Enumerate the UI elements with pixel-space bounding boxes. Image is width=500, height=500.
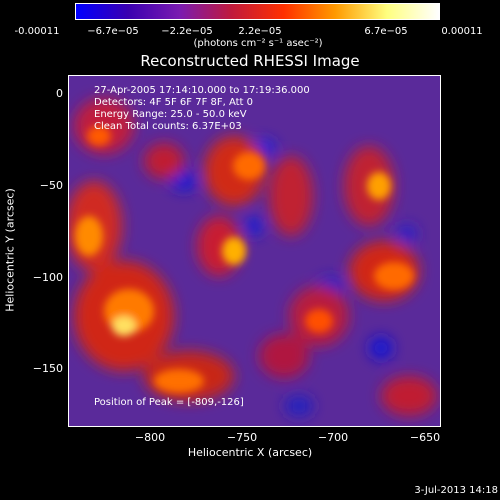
- y-tick-label: −100: [32, 271, 63, 284]
- x-tick-label: −750: [226, 431, 258, 444]
- peak-position-text: Position of Peak = [-809,-126]: [94, 397, 244, 408]
- time-range-text: 27-Apr-2005 17:14:10.000 to 17:19:36.000: [94, 85, 310, 96]
- y-tick-label: −50: [39, 179, 63, 192]
- clean-counts-text: Clean Total counts: 6.37E+03: [94, 121, 242, 132]
- x-axis-label: Heliocentric X (arcsec): [187, 446, 313, 459]
- colorbar: [75, 3, 440, 20]
- x-tick-label: −700: [317, 431, 349, 444]
- x-tick-label: −800: [134, 431, 166, 444]
- energy-range-text: Energy Range: 25.0 - 50.0 keV: [94, 109, 247, 120]
- x-tick-label: −650: [409, 431, 441, 444]
- colorbar-tick: -0.00011: [14, 26, 60, 37]
- y-tick-label: 0: [56, 87, 63, 100]
- colorbar-tick: 0.00011: [441, 26, 483, 37]
- y-axis-label: Heliocentric Y (arcsec): [3, 188, 17, 312]
- colorbar-tick: −6.7e−05: [87, 26, 139, 37]
- colorbar-tick: 2.2e−05: [238, 26, 282, 37]
- timestamp: 3-Jul-2013 14:18: [414, 485, 498, 496]
- colorbar-tick: −2.2e−05: [161, 26, 213, 37]
- info-overlay: 27-Apr-2005 17:14:10.000 to 17:19:36.000…: [68, 75, 441, 427]
- intensity-map: [69, 76, 440, 426]
- image-title: Reconstructed RHESSI Image: [140, 52, 360, 70]
- rhessi-image: [68, 75, 441, 427]
- detectors-text: Detectors: 4F 5F 6F 7F 8F, Att 0: [94, 97, 254, 108]
- colorbar-unit: (photons cm⁻² s⁻¹ asec⁻²): [193, 38, 323, 49]
- y-tick-label: −150: [32, 362, 63, 375]
- colorbar-tick: 6.7e−05: [364, 26, 408, 37]
